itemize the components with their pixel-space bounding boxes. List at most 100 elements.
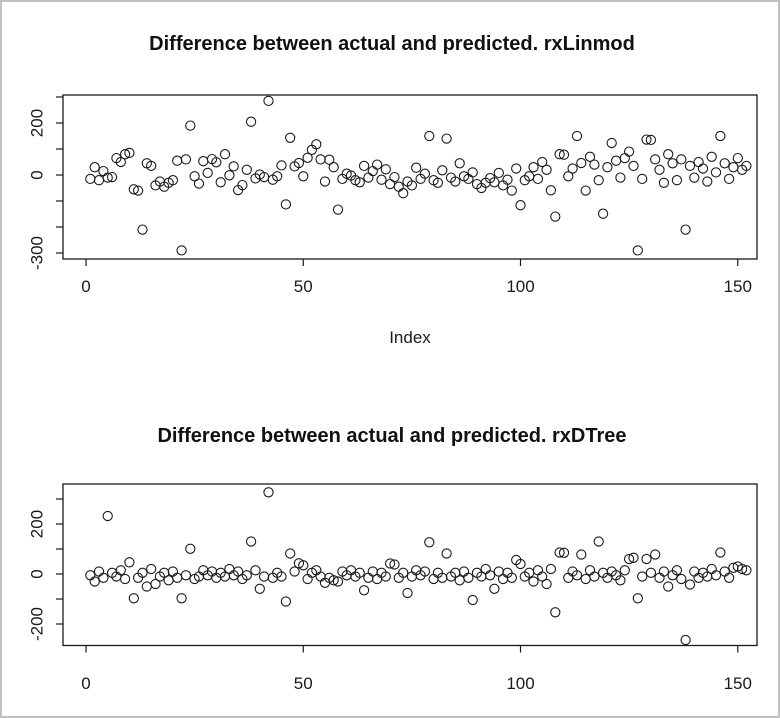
data-point xyxy=(558,149,570,160)
data-point xyxy=(545,185,557,196)
data-point xyxy=(315,571,326,582)
data-point xyxy=(571,570,583,581)
data-point xyxy=(632,245,643,256)
data-point xyxy=(650,154,661,165)
plot-box xyxy=(62,94,758,260)
data-point xyxy=(332,204,344,215)
data-point xyxy=(150,578,161,590)
data-point xyxy=(741,160,752,172)
data-point xyxy=(437,165,448,176)
data-point xyxy=(363,572,374,583)
data-point xyxy=(602,162,613,173)
data-point xyxy=(402,587,413,599)
data-point xyxy=(393,181,404,192)
data-point xyxy=(224,563,235,575)
data-point xyxy=(467,167,478,178)
plot-box xyxy=(62,483,758,647)
data-point xyxy=(580,185,591,196)
data-point xyxy=(293,157,305,169)
data-point xyxy=(550,211,561,222)
data-point xyxy=(98,165,109,177)
data-point xyxy=(324,154,335,165)
data-point xyxy=(185,120,196,131)
data-point xyxy=(641,553,652,565)
data-point xyxy=(380,164,391,175)
data-point xyxy=(280,199,292,210)
data-point xyxy=(706,563,717,575)
y-axis: 200 0 -200 xyxy=(27,498,63,641)
data-point xyxy=(406,571,418,582)
data-point xyxy=(671,565,683,576)
data-point xyxy=(597,208,609,219)
data-point xyxy=(432,177,444,188)
data-point xyxy=(358,160,370,172)
y-tick-label: -300 xyxy=(27,236,46,270)
data-point xyxy=(398,567,409,578)
data-point xyxy=(363,172,374,183)
data-point xyxy=(571,130,583,142)
data-point xyxy=(141,581,152,592)
data-point xyxy=(528,162,539,173)
data-point xyxy=(380,571,391,582)
data-point xyxy=(163,575,174,586)
data-point xyxy=(511,163,522,174)
x-tick-label: 150 xyxy=(724,277,752,296)
data-point xyxy=(684,160,696,172)
data-point xyxy=(589,159,600,170)
data-point xyxy=(315,154,326,165)
data-point xyxy=(198,156,209,167)
x-tick-label: 50 xyxy=(294,277,313,296)
data-point xyxy=(580,573,591,585)
data-point xyxy=(441,548,452,559)
data-point xyxy=(376,174,387,185)
data-point xyxy=(237,179,248,191)
data-point xyxy=(406,180,418,191)
data-point xyxy=(710,570,722,581)
data-point xyxy=(102,510,113,522)
data-point xyxy=(628,160,639,172)
data-point xyxy=(680,224,691,235)
data-point xyxy=(493,167,504,179)
data-point xyxy=(250,565,261,576)
data-point xyxy=(623,553,635,565)
data-point xyxy=(676,154,687,165)
data-point xyxy=(610,155,622,166)
data-point xyxy=(302,152,313,163)
data-point xyxy=(558,547,570,558)
data-point xyxy=(715,130,726,142)
data-point xyxy=(641,134,652,145)
data-point xyxy=(172,155,183,166)
data-point xyxy=(506,185,517,196)
data-point xyxy=(532,173,544,185)
data-point xyxy=(537,571,548,582)
data-point xyxy=(358,585,370,596)
data-point xyxy=(589,571,600,582)
data-point xyxy=(98,572,109,583)
x-tick-label: 100 xyxy=(506,674,534,693)
data-point xyxy=(245,536,257,547)
data-point xyxy=(506,572,517,583)
data-point xyxy=(563,572,574,583)
data-point xyxy=(632,593,643,604)
data-point xyxy=(706,151,717,162)
x-axis: 0 50 100 150 xyxy=(81,259,752,296)
data-point xyxy=(715,547,726,558)
data-point xyxy=(515,200,526,211)
data-point xyxy=(689,566,700,577)
data-point xyxy=(710,167,722,178)
data-point xyxy=(667,158,678,169)
data-point xyxy=(619,565,630,576)
data-point xyxy=(541,578,552,590)
data-point xyxy=(232,566,244,577)
data-point xyxy=(637,173,648,185)
data-point xyxy=(332,576,344,587)
data-point xyxy=(298,560,309,571)
data-point xyxy=(89,162,100,173)
data-point xyxy=(663,581,674,592)
chart-2: 200 0 -200 0 50 100 150 xyxy=(27,483,758,693)
data-point xyxy=(115,156,126,168)
data-point xyxy=(384,178,396,190)
data-point xyxy=(576,549,587,560)
data-point xyxy=(584,565,596,576)
